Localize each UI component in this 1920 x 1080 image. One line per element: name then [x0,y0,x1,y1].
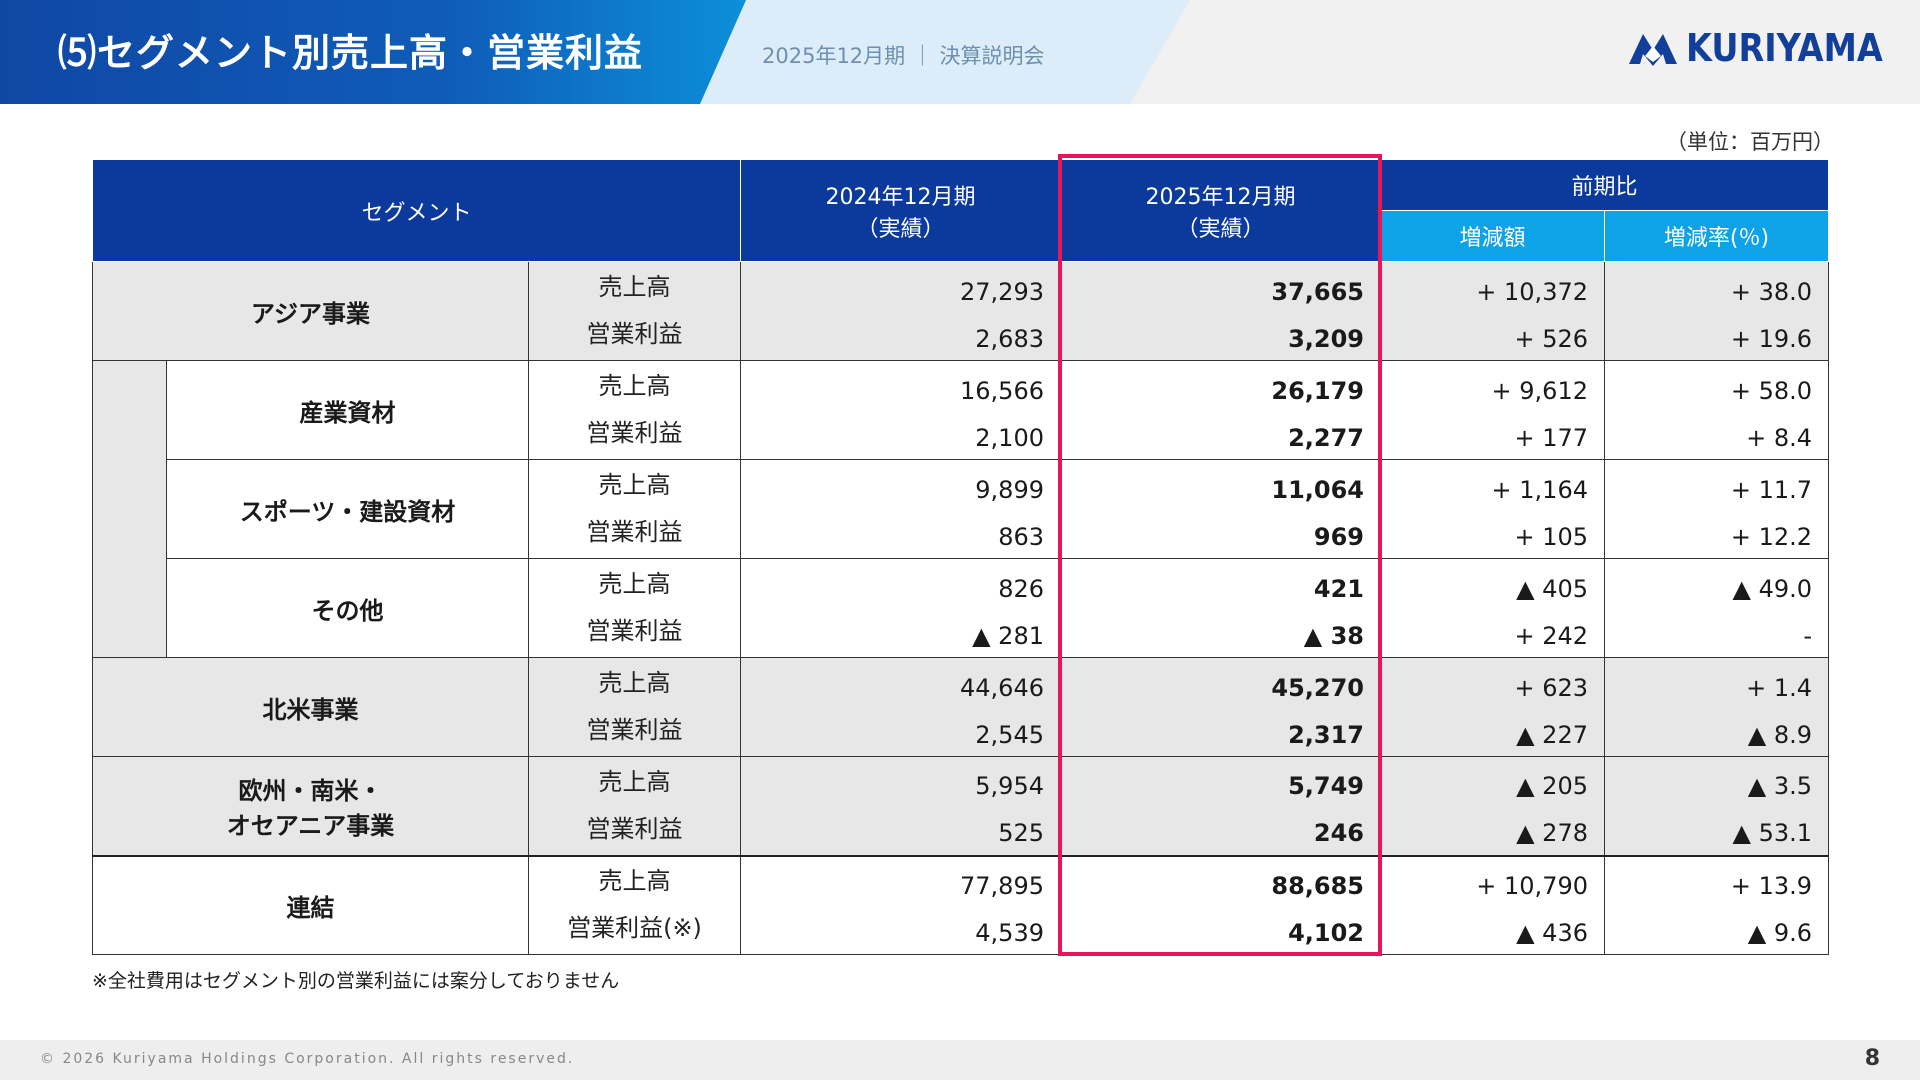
header-curr-year: 2025年12月期 （実績） [1060,159,1381,262]
logo-text: KURIYAMA [1686,26,1883,70]
rate-values: ▲ 49.0- [1603,558,1830,658]
header-compare: 前期比 [1379,159,1830,211]
segment-name: アジア事業 [92,261,529,361]
slide-subtitle: 2025年12月期 ｜ 決算説明会 [762,44,1045,68]
segment-name: 欧州・南米・ オセアニア事業 [92,756,529,856]
curr-values: 37,665 3,209 [1060,261,1381,361]
prev-values: 16,566 2,100 [740,360,1061,460]
metric-labels: 売上高 営業利益 [528,657,741,757]
diff-values: + 10,372 + 526 [1380,261,1605,361]
rate-values: + 38.0 + 19.6 [1603,261,1830,361]
curr-values: 5,749 246 [1060,756,1381,856]
header-diff: 増減額 [1380,210,1605,262]
header-title-band [0,0,746,104]
metric-labels: 売上高 営業利益 [528,756,741,856]
table-row-sports: スポーツ・建設資材 売上高 営業利益 9,899 863 11,064 969 + 1… [92,459,1830,559]
unit-label: （単位：百万円） [1666,130,1834,154]
table-row-other: その他 売上高 営業利益 826 ▲ 281 421 ▲ 38 ▲ 405 + 242 … [92,558,1830,658]
diff-values: + 623 ▲ 227 [1380,657,1605,757]
prev-values: 77,895 4,539 [740,854,1061,955]
kuriyama-mark-icon [1629,34,1677,66]
curr-values: 45,270 2,317 [1060,657,1381,757]
prev-values: 826 ▲ 281 [740,558,1061,658]
segment-name: 産業資材 [166,360,529,460]
metric-labels: 売上高 営業利益 [528,459,741,559]
segment-results-table: セグメント 2024年12月期 （実績） 2025年12月期 （実績） 前期比 増減… [92,159,1830,955]
diff-values: + 1,164 + 105 [1380,459,1605,559]
page-number: 8 [1864,1046,1880,1071]
metric-labels: 売上高 営業利益 [528,558,741,658]
diff-values: + 9,612 + 177 [1380,360,1605,460]
prev-values: 9,899 863 [740,459,1061,559]
table-row-asia: アジア事業 売上高 営業利益 27,293 2,683 37,665 3,209 + … [92,261,1830,361]
table-row-consolidated: 連結 売上高 営業利益(※) 77,895 4,539 88,685 4,102 + … [92,854,1830,955]
metric-labels: 売上高 営業利益 [528,261,741,361]
segment-name: スポーツ・建設資材 [166,459,529,559]
segment-name: その他 [166,558,529,658]
slide-title: ⑸セグメント別売上高・営業利益 [58,31,644,75]
metric-labels: 売上高 営業利益 [528,360,741,460]
rate-values: + 11.7 + 12.2 [1603,459,1830,559]
diff-values: ▲ 205 ▲ 278 [1380,756,1605,856]
header-segment: セグメント [92,159,741,262]
prev-values: 27,293 2,683 [740,261,1061,361]
header-prev-year: 2024年12月期 （実績） [740,159,1061,262]
curr-values: 421 ▲ 38 [1060,558,1381,658]
diff-values: ▲ 405 + 242 [1380,558,1605,658]
indent-cell [92,360,167,658]
segment-name: 連結 [92,854,529,955]
header-rate: 増減率(％) [1603,210,1830,262]
copyright-text: © 2026 Kuriyama Holdings Corporation. Al… [40,1051,575,1067]
prev-values: 5,954 525 [740,756,1061,856]
diff-values: + 10,790 ▲ 436 [1380,854,1605,955]
footer-bar: © 2026 Kuriyama Holdings Corporation. Al… [0,1040,1920,1080]
rate-values: ▲ 3.5 ▲ 53.1 [1603,756,1830,856]
kuriyama-logo: KURIYAMA [1626,26,1910,70]
rate-values: + 13.9 ▲ 9.6 [1603,854,1830,955]
table-row-europe: 欧州・南米・ オセアニア事業 売上高 営業利益 5,954 525 5,749 246 … [92,756,1830,856]
curr-values: 88,685 4,102 [1060,854,1381,955]
prev-values: 44,646 2,545 [740,657,1061,757]
table-row-north-america: 北米事業 売上高 営業利益 44,646 2,545 45,270 2,317 + 6… [92,657,1830,757]
segment-name: 北米事業 [92,657,529,757]
rate-values: + 58.0 + 8.4 [1603,360,1830,460]
table-row-industrial: 産業資材 売上高 営業利益 16,566 2,100 26,179 2,277 + 9… [92,360,1830,658]
rate-values: + 1.4 ▲ 8.9 [1603,657,1830,757]
metric-labels: 売上高 営業利益(※) [528,854,741,955]
footnote: ※全社費用はセグメント別の営業利益には案分しておりません [92,970,620,992]
curr-values: 26,179 2,277 [1060,360,1381,460]
curr-values: 11,064 969 [1060,459,1381,559]
